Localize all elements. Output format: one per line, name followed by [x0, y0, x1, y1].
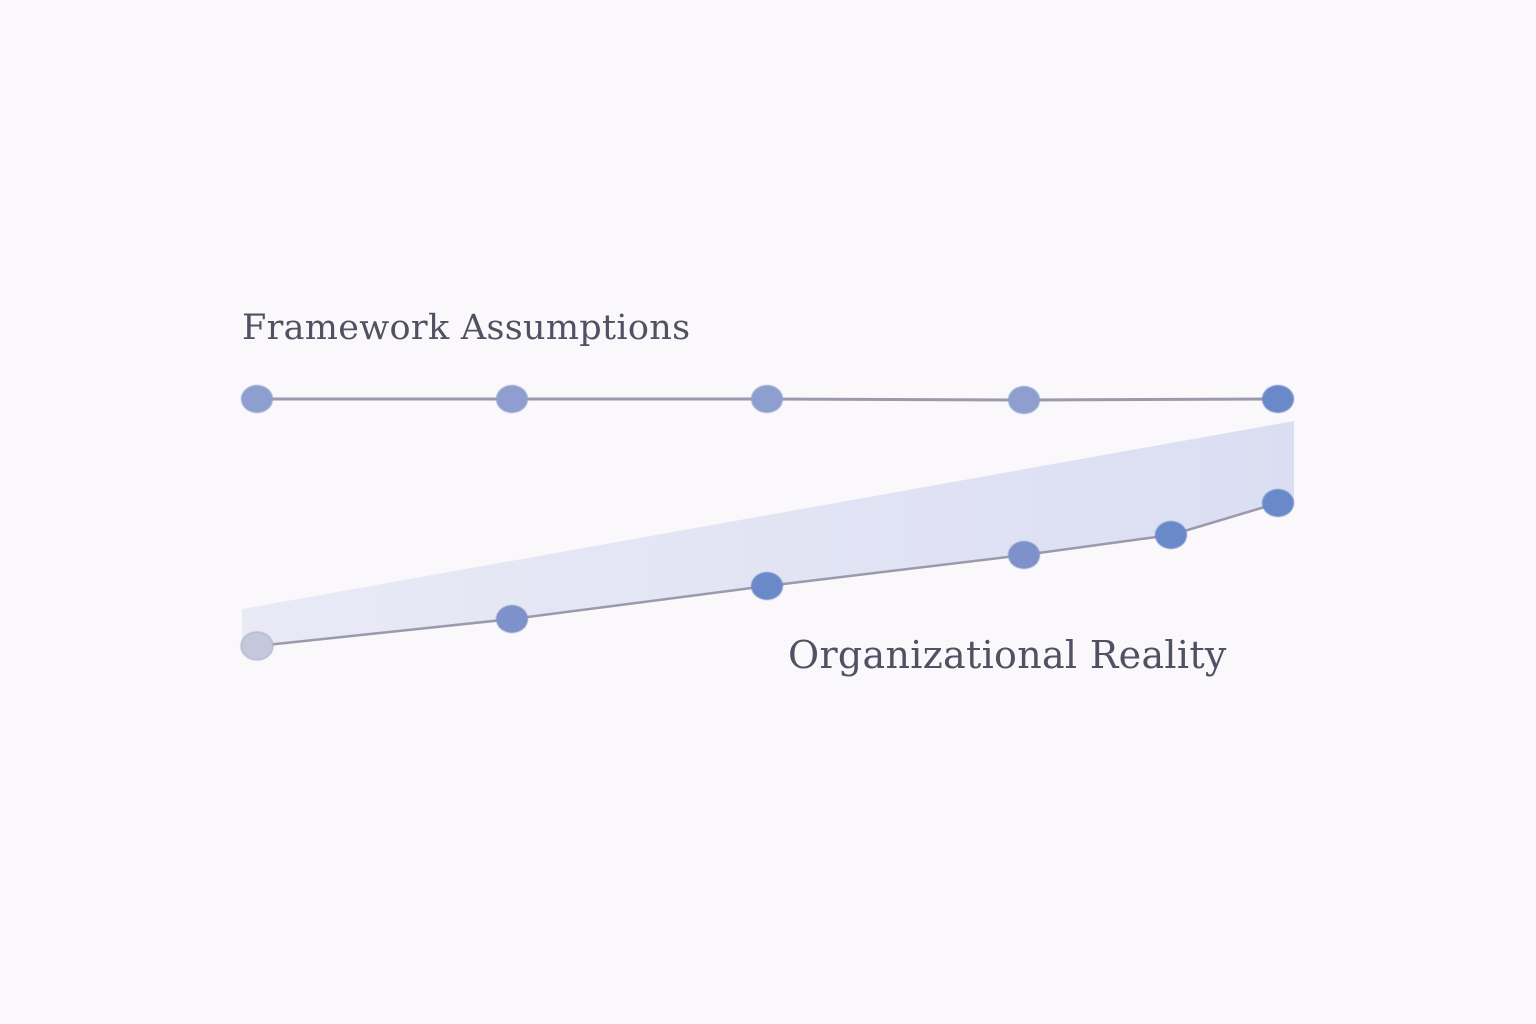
framework-node-5 [1262, 385, 1294, 413]
reality-node-3 [751, 572, 783, 600]
framework-node-3 [751, 385, 783, 413]
framework-node-4 [1008, 386, 1040, 414]
framework-node-2 [496, 385, 528, 413]
organizational-reality-label: Organizational Reality [788, 633, 1227, 677]
reality-node-1 [240, 631, 274, 661]
reality-track-line [255, 501, 1280, 648]
reality-node-5 [1155, 521, 1187, 549]
framework-node-1 [241, 385, 273, 413]
gap-area-layer [242, 421, 1294, 646]
reality-node-6 [1262, 489, 1294, 517]
reality-node-4 [1008, 541, 1040, 569]
track-nodes-layer [240, 385, 1294, 661]
reality-node-2 [496, 605, 528, 633]
framework-assumptions-label: Framework Assumptions [242, 308, 691, 348]
gap-area [242, 421, 1294, 646]
